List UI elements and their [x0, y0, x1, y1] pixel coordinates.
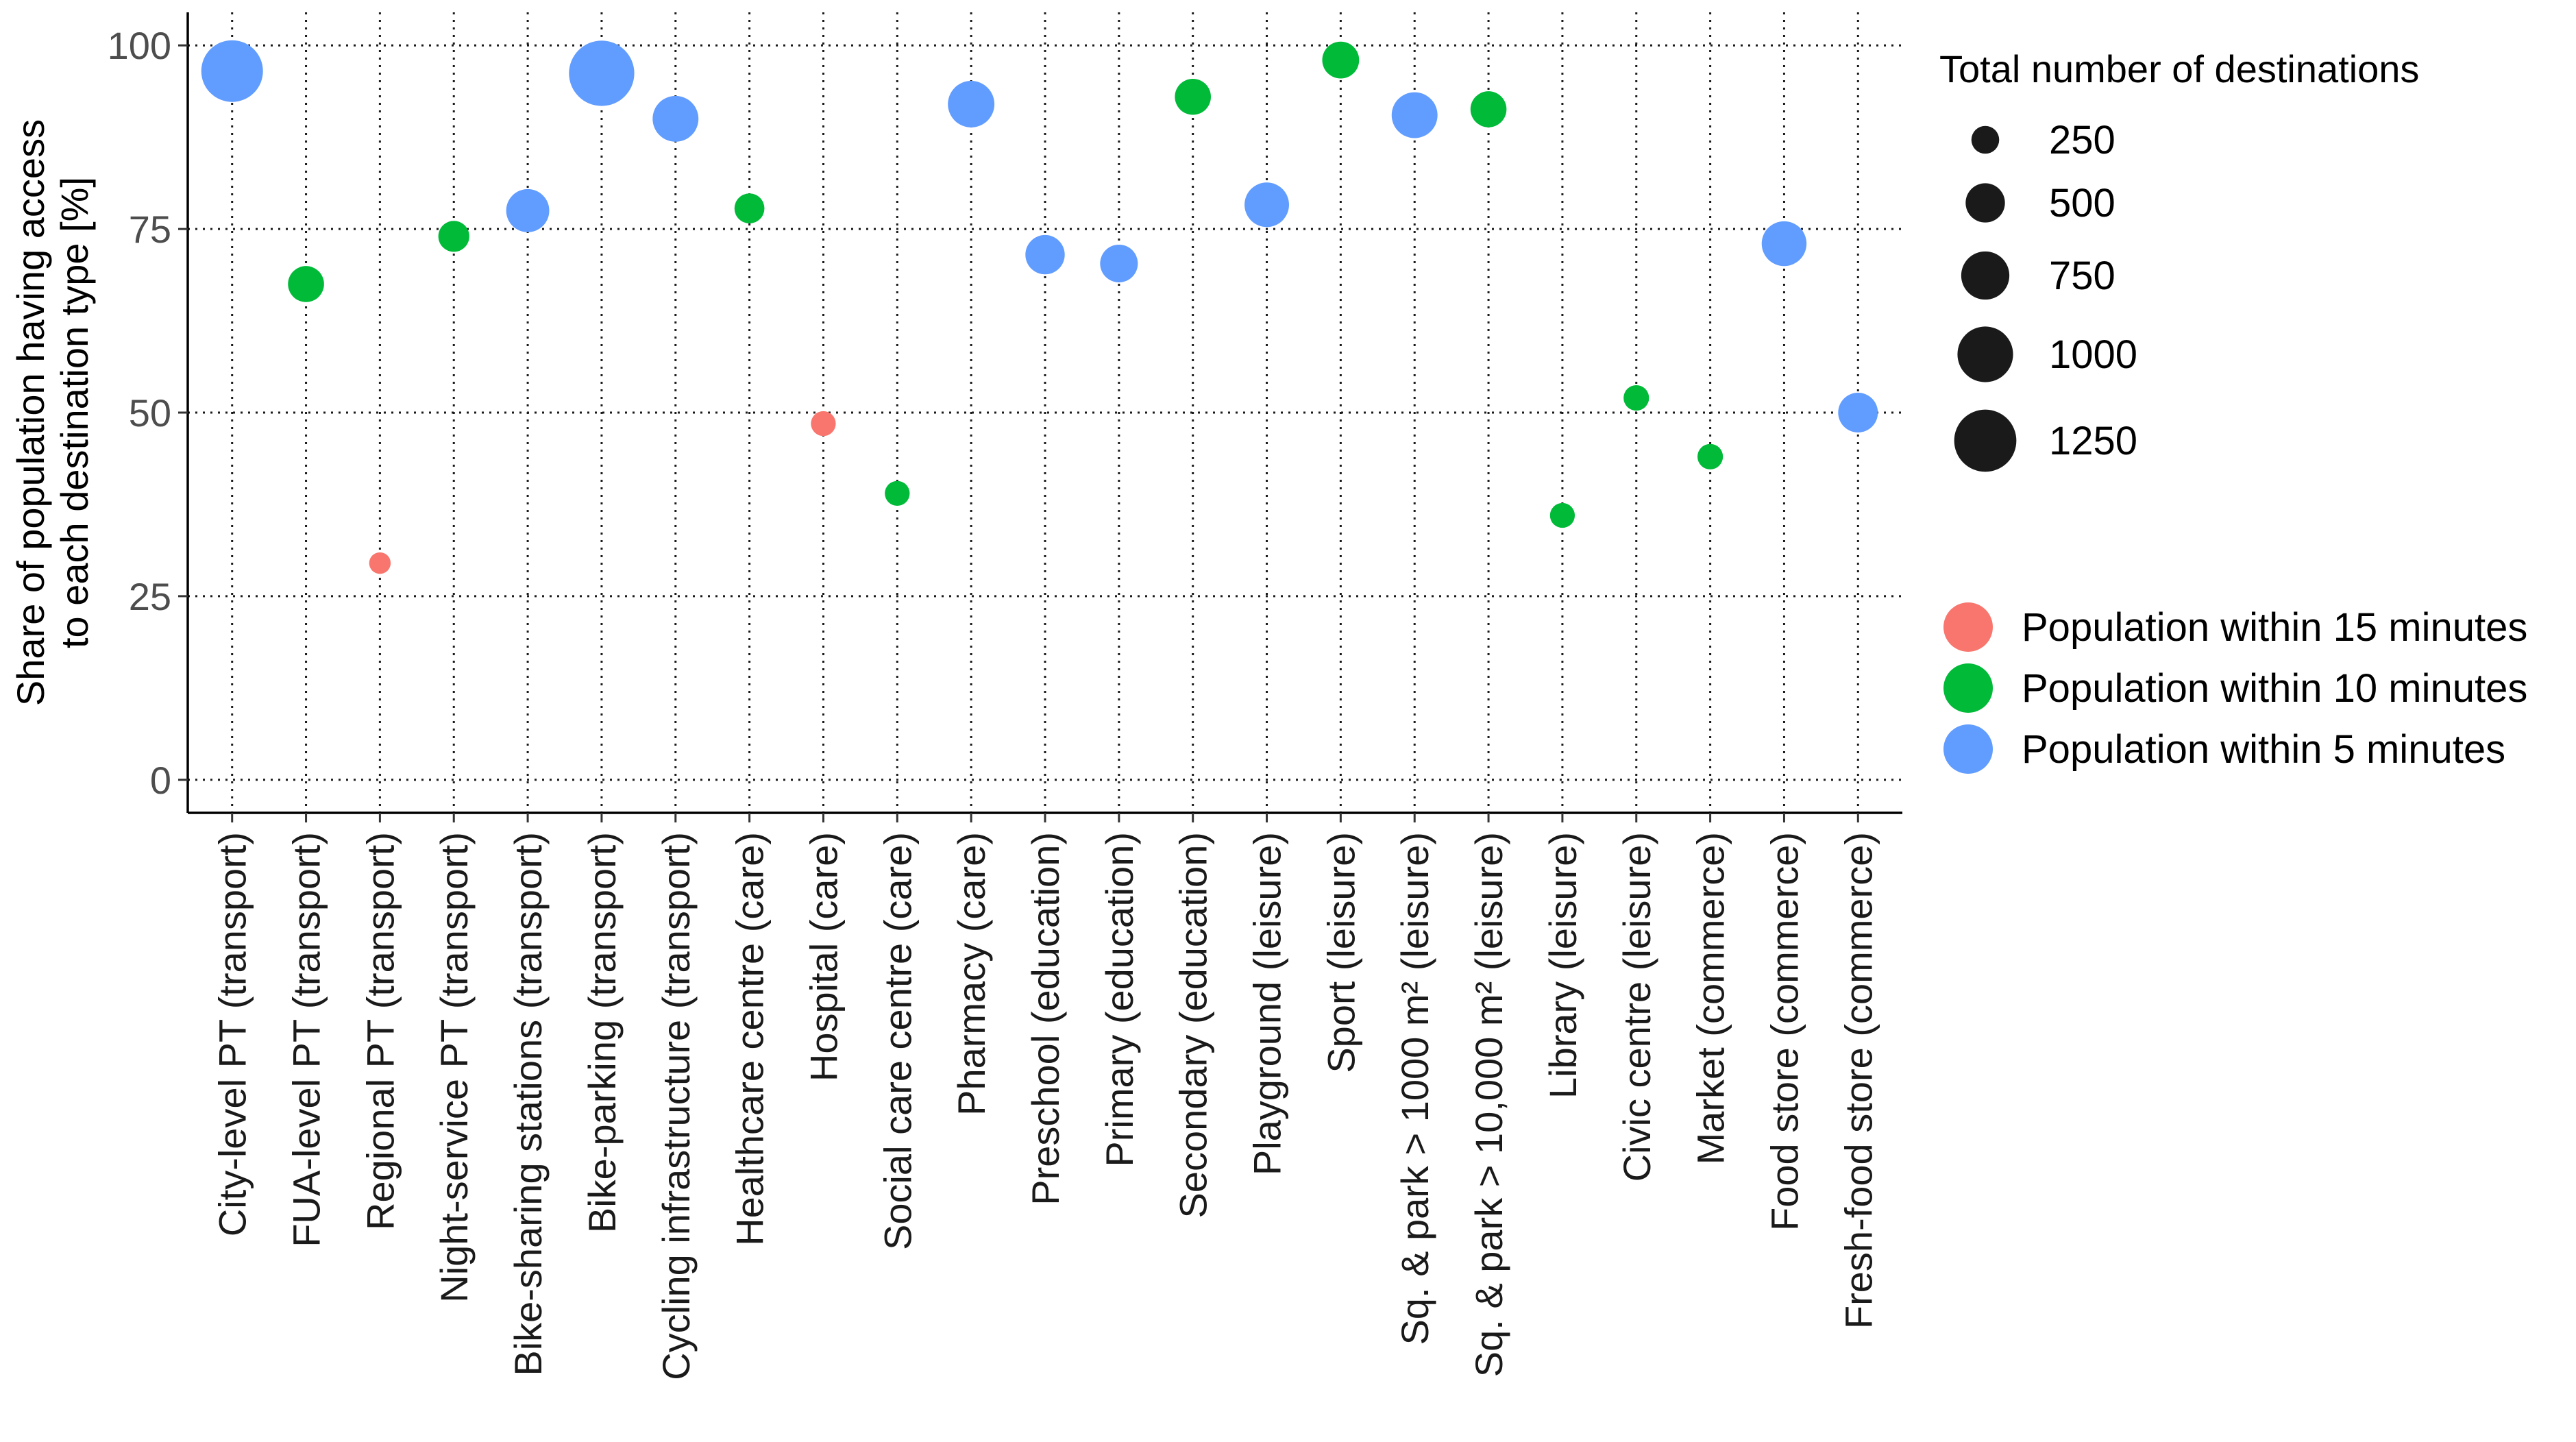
- data-point: [1322, 41, 1360, 79]
- data-point: [885, 480, 910, 506]
- size-legend-key: [1957, 326, 2013, 382]
- data-point: [1623, 384, 1649, 411]
- size-legend-label: 1250: [2049, 419, 2137, 463]
- x-tick-label: Food store (commerce): [1763, 832, 1806, 1231]
- y-tick-label: 100: [108, 24, 171, 67]
- color-legend-key: [1943, 663, 1993, 713]
- x-tick-label: City-level PT (transport): [211, 832, 254, 1236]
- x-tick-label: Fresh-food store (commerce): [1837, 832, 1880, 1329]
- x-tick-label: Civic centre (leisure): [1615, 832, 1658, 1182]
- y-tick-label: 25: [129, 575, 171, 618]
- data-point: [811, 411, 836, 437]
- data-point: [201, 40, 263, 102]
- size-legend-key: [1971, 125, 2000, 154]
- x-tick-label: Bike-parking (transport): [580, 832, 624, 1233]
- x-tick-label: FUA-level PT (transport): [285, 832, 328, 1247]
- y-axis-title-line-2: to each destination type [%]: [53, 177, 96, 648]
- x-tick-label: Sq. & park > 10,000 m² (leisure): [1467, 832, 1510, 1377]
- size-legend-label: 250: [2049, 118, 2115, 162]
- y-axis-title-line-1: Share of population having access: [9, 119, 52, 706]
- data-point: [1175, 78, 1211, 115]
- y-tick-label: 0: [150, 759, 171, 802]
- data-point: [569, 40, 635, 106]
- size-legend-label: 1000: [2049, 332, 2137, 377]
- color-legend-label: Population within 10 minutes: [2022, 666, 2527, 711]
- grid-layer: [188, 12, 1902, 813]
- size-legend-label: 750: [2049, 254, 2115, 298]
- x-tick-label: Sport (leisure): [1319, 832, 1362, 1073]
- y-tick-label: 50: [129, 391, 171, 435]
- x-tick-label: Pharmacy (care): [950, 832, 993, 1116]
- x-tick-label: Playground (leisure): [1246, 832, 1289, 1175]
- size-legend-key: [1965, 183, 2005, 223]
- data-point: [288, 266, 324, 302]
- color-legend: Population within 15 minutes Population w…: [1943, 602, 2527, 774]
- y-axis-title: Share of population having access to eac…: [9, 119, 96, 706]
- x-tick-label: Bike-sharing stations (transport): [506, 832, 550, 1376]
- data-point: [1391, 92, 1438, 138]
- x-tick-label: Regional PT (transport): [358, 832, 402, 1230]
- x-tick-label: Healthcare centre (care): [728, 832, 772, 1246]
- data-point: [1470, 91, 1507, 127]
- data-point: [948, 81, 995, 127]
- color-legend-label: Population within 15 minutes: [2022, 605, 2527, 650]
- points-layer: [201, 40, 1878, 574]
- data-point: [652, 95, 699, 142]
- y-tick-label: 75: [129, 208, 171, 251]
- data-point: [1025, 234, 1065, 275]
- color-legend-key: [1943, 602, 1993, 652]
- x-tick-label: Hospital (care): [802, 832, 845, 1082]
- size-legend-title: Total number of destinations: [1939, 47, 2419, 90]
- size-legend-key: [1954, 409, 2017, 472]
- size-legend-label: 500: [2049, 181, 2115, 225]
- data-point: [1244, 182, 1289, 228]
- x-tick-label: Cycling infrastructure (transport): [654, 832, 698, 1380]
- x-tick-label: Preschool (education): [1024, 832, 1067, 1206]
- data-point: [506, 188, 550, 232]
- x-tick-label: Market (commerce): [1689, 832, 1732, 1164]
- x-tick-label: Night-service PT (transport): [432, 832, 476, 1303]
- y-ticks: 0 25 50 75 100: [108, 24, 188, 802]
- color-legend-label: Population within 5 minutes: [2022, 727, 2505, 772]
- data-point: [1100, 244, 1138, 282]
- x-tick-label: Secondary (education): [1172, 832, 1215, 1218]
- data-point: [1549, 502, 1575, 528]
- data-point: [438, 221, 469, 252]
- size-legend-key: [1961, 251, 2010, 300]
- x-ticks: City-level PT (transport) FUA-level PT (t…: [211, 813, 1880, 1380]
- data-point: [1697, 443, 1724, 469]
- x-tick-label: Sq. & park > 1000 m² (leisure): [1393, 832, 1436, 1345]
- size-legend: Total number of destinations 250 500 750 10…: [1939, 47, 2419, 472]
- x-tick-label: Primary (education): [1098, 832, 1141, 1167]
- color-legend-key: [1943, 724, 1993, 774]
- data-point: [369, 552, 391, 574]
- x-tick-label: Social care centre (care): [876, 832, 919, 1250]
- data-point: [734, 193, 765, 223]
- data-point: [1838, 393, 1878, 432]
- data-point: [1761, 221, 1807, 267]
- x-tick-label: Library (leisure): [1541, 832, 1584, 1099]
